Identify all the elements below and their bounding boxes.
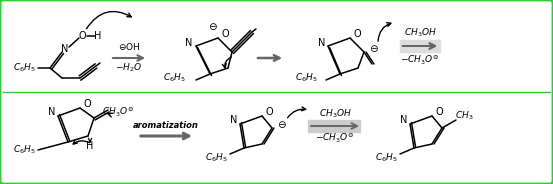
- Text: $\ominus$: $\ominus$: [208, 22, 218, 33]
- Text: N: N: [48, 107, 55, 117]
- Text: O: O: [83, 99, 91, 109]
- Text: $\ominus$: $\ominus$: [277, 118, 287, 130]
- Text: $- CH_3O^{\ominus}$: $- CH_3O^{\ominus}$: [400, 53, 440, 67]
- Text: $\ominus$: $\ominus$: [369, 43, 379, 54]
- Text: O: O: [265, 107, 273, 117]
- Text: $CH_3OH$: $CH_3OH$: [404, 27, 436, 39]
- Text: N: N: [317, 38, 325, 48]
- Text: N: N: [61, 44, 69, 54]
- Text: $CH_3$: $CH_3$: [455, 110, 473, 122]
- Text: N: N: [229, 115, 237, 125]
- Text: $C_6H_5$: $C_6H_5$: [13, 62, 36, 74]
- Text: $C_6H_5$: $C_6H_5$: [205, 152, 228, 164]
- Text: $C_6H_5$: $C_6H_5$: [163, 72, 186, 84]
- Text: N: N: [400, 115, 407, 125]
- Text: $CH_3O^{\ominus}$: $CH_3O^{\ominus}$: [102, 105, 134, 119]
- Text: $C_6H_5$: $C_6H_5$: [295, 72, 318, 84]
- Text: $- H_2O$: $- H_2O$: [116, 62, 143, 74]
- Text: H: H: [86, 141, 93, 151]
- Text: $\ominus$OH: $\ominus$OH: [118, 42, 140, 52]
- Text: H: H: [95, 31, 102, 41]
- Text: $CH_3OH$: $CH_3OH$: [319, 108, 352, 120]
- Text: $- CH_3O^{\ominus}$: $- CH_3O^{\ominus}$: [315, 131, 354, 145]
- Text: O: O: [78, 31, 86, 41]
- Text: $C_6H_5$: $C_6H_5$: [375, 152, 398, 164]
- Text: O: O: [221, 29, 228, 39]
- Text: $C_6H_5$: $C_6H_5$: [13, 144, 36, 156]
- Text: O: O: [353, 29, 361, 39]
- Text: O: O: [435, 107, 442, 117]
- Text: aromatization: aromatization: [133, 121, 199, 130]
- Text: N: N: [185, 38, 192, 48]
